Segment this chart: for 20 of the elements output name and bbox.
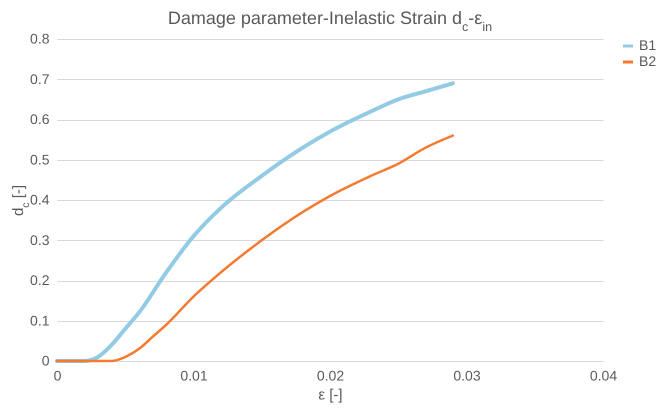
line-series (56, 134, 454, 362)
x-tick-label: 0 (54, 368, 62, 384)
x-tick-label: 0.04 (590, 368, 618, 384)
chart-title: Damage parameter-Inelastic Strain d$_{c}$-ε$_{in}$ (168, 8, 492, 34)
y-tick-label: 0.4 (30, 192, 50, 208)
y-tick-label: 0.5 (30, 151, 50, 168)
line-series (55, 81, 455, 363)
y-tick-label: 0.1 (30, 312, 50, 328)
x-tick-label: 0.02 (316, 368, 344, 384)
y-tick-label: 0.3 (30, 232, 50, 248)
x-tick-label: 0.03 (453, 368, 481, 384)
x-tick-label: 0.01 (180, 368, 208, 384)
legend-label: B1 (639, 37, 656, 53)
y-tick-label: 0.2 (30, 272, 50, 288)
legend-label: B2 (639, 53, 656, 69)
y-tick-label: 0.7 (30, 70, 50, 87)
y-tick-label: 0.6 (30, 111, 50, 127)
y-tick-label: 0.8 (30, 30, 50, 46)
x-axis-title: ε [-] (318, 386, 343, 404)
y-tick-label: 0 (42, 352, 50, 368)
